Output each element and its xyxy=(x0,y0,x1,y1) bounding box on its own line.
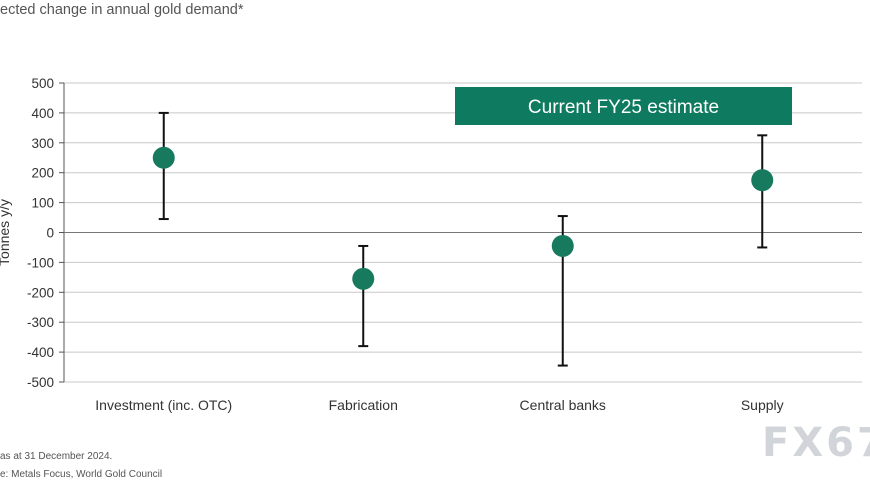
legend-box xyxy=(455,87,792,125)
y-tick-label: -300 xyxy=(27,315,54,330)
source-note: e: Metals Focus, World Gold Council xyxy=(0,469,163,480)
y-tick-label: 400 xyxy=(31,106,54,121)
data-point xyxy=(551,234,574,257)
data-point xyxy=(751,169,774,192)
y-tick-label: -100 xyxy=(27,255,54,270)
grid-layer xyxy=(64,82,862,383)
data-point xyxy=(152,146,175,169)
data-points xyxy=(152,146,774,290)
y-axis: 500 400 300 200 100 0 -100 -200 -300 -400 -500 Tonn… xyxy=(0,76,65,390)
x-tick-label: Fabrication xyxy=(329,397,398,413)
legend: Current FY25 estimate xyxy=(455,87,792,125)
y-tick-label: -500 xyxy=(27,375,54,390)
legend-label: Current FY25 estimate xyxy=(528,97,719,118)
y-tick-label: 100 xyxy=(31,196,54,211)
y-tick-label: -200 xyxy=(27,285,54,300)
y-tick-label: 500 xyxy=(31,76,54,91)
y-tick-label: -400 xyxy=(27,345,54,360)
x-axis: Investment (inc. OTC) Fabrication Central … xyxy=(64,232,862,413)
chart-subtitle: ected change in annual gold demand* xyxy=(0,2,244,18)
y-tick-label: 200 xyxy=(31,166,54,181)
x-tick-label: Central banks xyxy=(520,397,606,413)
data-point xyxy=(352,267,375,290)
y-tick-label: 300 xyxy=(31,136,54,151)
footnote: as at 31 December 2024. xyxy=(0,451,113,462)
x-tick-label: Investment (inc. OTC) xyxy=(95,397,232,413)
watermark: FX67 xyxy=(762,420,870,466)
x-tick-label: Supply xyxy=(741,397,784,413)
y-tick-label: 0 xyxy=(46,226,54,241)
y-axis-label: Tonnes y/y xyxy=(0,199,12,266)
error-bars xyxy=(158,111,768,367)
